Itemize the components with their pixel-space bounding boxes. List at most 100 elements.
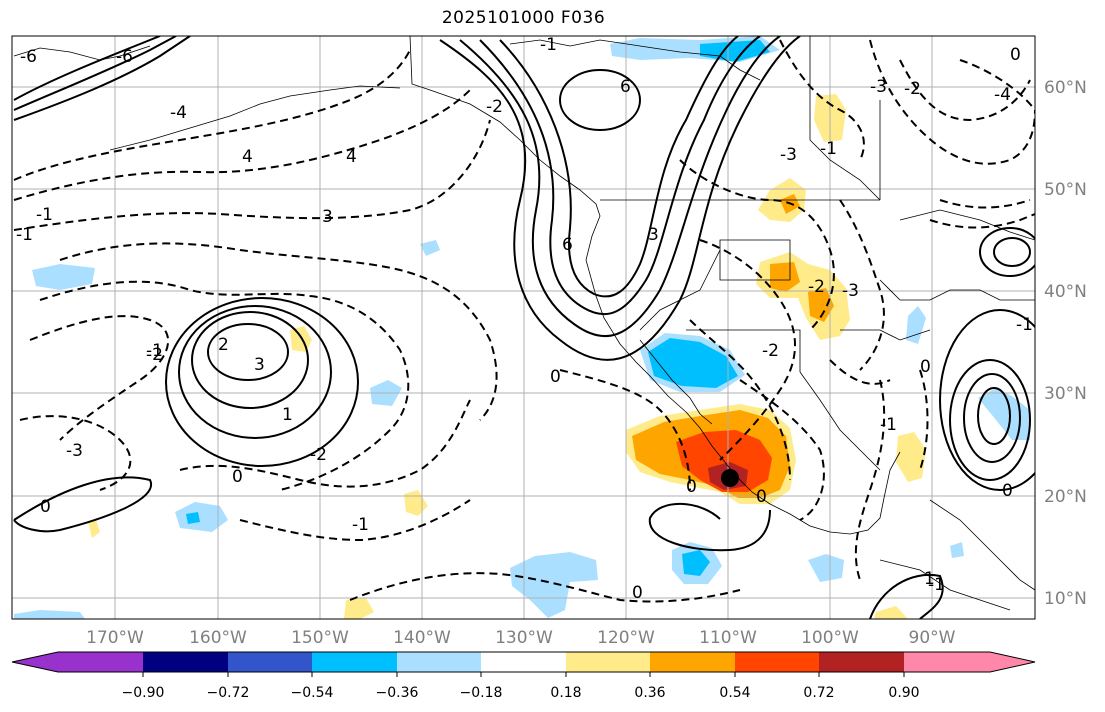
- colorbar-segment: [481, 652, 566, 672]
- contour-label: -1: [880, 415, 897, 435]
- shading-layer: [14, 36, 1030, 619]
- contour-label: -1: [352, 515, 369, 535]
- contour-label: -6: [20, 47, 37, 67]
- contour-label: -3: [780, 145, 797, 165]
- contour-label: -1: [16, 225, 33, 245]
- chart-title: 2025101000 F036: [441, 8, 606, 28]
- contour-label: 3: [322, 207, 333, 227]
- lat-label: 50°N: [1044, 180, 1087, 200]
- contour-label: 4: [242, 147, 253, 167]
- lon-label: 140°W: [393, 628, 451, 648]
- contour-label: -2: [310, 445, 327, 465]
- contour-labels: 6 4 4 3 2 3 1 0 0 -1 -2 -1 0 6 3 -3 -2 -…: [16, 35, 1033, 603]
- contour-label: 0: [756, 487, 767, 507]
- contour-label: 4: [346, 147, 357, 167]
- colorbar-tick-label: 0.36: [634, 685, 665, 701]
- contour-label: -3: [842, 281, 859, 301]
- contour-label: -1: [928, 575, 945, 595]
- contour-label: 0: [1010, 45, 1021, 65]
- shade-orange: [808, 288, 834, 322]
- lon-label: 90°W: [909, 628, 956, 648]
- shade-blue: [700, 40, 770, 62]
- lon-label: 150°W: [291, 628, 349, 648]
- contour-label: -2: [904, 79, 921, 99]
- lon-label: 100°W: [801, 628, 859, 648]
- map-frame: [11, 35, 1036, 620]
- colorbar-segment-low: [12, 652, 143, 672]
- contour-label: -2: [486, 97, 503, 117]
- contour-label: 0: [232, 467, 243, 487]
- contour-label: -1: [540, 35, 557, 55]
- latitude-labels: 60°N 50°N 40°N 30°N 20°N 10°N: [1044, 78, 1087, 609]
- colorbar-tick-label: 0.72: [803, 685, 834, 701]
- colorbar-segment: [228, 652, 312, 672]
- contour-label: -3: [66, 441, 83, 461]
- contour-label: 0: [1002, 481, 1013, 501]
- colorbar-segment-high: [904, 652, 1035, 672]
- contour-label: 0: [920, 357, 931, 377]
- contour-label: -4: [170, 103, 187, 123]
- lat-label: 10°N: [1044, 589, 1087, 609]
- shade-yellow: [874, 606, 908, 619]
- contour-label: -2: [808, 277, 825, 297]
- lat-label: 30°N: [1044, 384, 1087, 404]
- lat-label: 40°N: [1044, 282, 1087, 302]
- colorbar-segment: [312, 652, 397, 672]
- shade-blue-light: [510, 552, 598, 618]
- lon-label: 130°W: [495, 628, 553, 648]
- shade-blue-light: [420, 240, 440, 256]
- contour-label: -1: [36, 205, 53, 225]
- shade-blue-light: [808, 554, 844, 582]
- lat-label: 20°N: [1044, 487, 1087, 507]
- graticule: [12, 36, 1035, 619]
- shade-blue-light: [906, 306, 926, 344]
- colorbar-tick-label: 0.90: [888, 685, 919, 701]
- colorbar-segment: [397, 652, 481, 672]
- lon-label: 120°W: [597, 628, 655, 648]
- positive-contours: [13, 36, 1035, 619]
- lat-label: 60°N: [1044, 78, 1087, 98]
- shade-blue: [186, 512, 200, 524]
- colorbar-tick-label: 0.18: [550, 685, 581, 701]
- contour-label: 6: [562, 235, 573, 255]
- shade-yellow: [88, 520, 100, 538]
- contour-label: 1: [924, 569, 935, 589]
- contour-label: 6: [620, 77, 631, 97]
- contour-label: -3: [870, 77, 887, 97]
- contour-label: -2: [146, 345, 163, 365]
- contour-label: 2: [218, 335, 229, 355]
- contour-label: -1: [1016, 315, 1033, 335]
- contour-label: 0: [40, 497, 51, 517]
- colorbar: −0.90 −0.72 −0.54 −0.36 −0.18 0.18 0.36 …: [11, 651, 1036, 701]
- contour-label: 0: [550, 367, 561, 387]
- contour-label: -2: [762, 341, 779, 361]
- shade-blue-light: [14, 610, 85, 619]
- map-content: 6 4 4 3 2 3 1 0 0 -1 -2 -1 0 6 3 -3 -2 -…: [12, 35, 1035, 619]
- colorbar-segment: [735, 652, 819, 672]
- shade-blue: [648, 338, 738, 388]
- shade-blue: [682, 550, 710, 576]
- colorbar-tick-label: 0.54: [719, 685, 750, 701]
- contour-label: -1: [820, 139, 837, 159]
- colorbar-tick-label: −0.72: [207, 685, 250, 701]
- colorbar-segment: [819, 652, 904, 672]
- contour-label: 0: [686, 477, 697, 497]
- contour-label: -6: [116, 47, 133, 67]
- lon-label: 110°W: [699, 628, 757, 648]
- colorbar-segment: [650, 652, 735, 672]
- shade-blue-light: [950, 542, 964, 558]
- shade-blue-light: [32, 264, 95, 290]
- colorbar-segment: [143, 652, 228, 672]
- longitude-labels: 170°W 160°W 150°W 140°W 130°W 120°W 110°…: [86, 628, 956, 648]
- shade-blue-light: [175, 502, 228, 532]
- contour-label: 0: [632, 583, 643, 603]
- contour-label: 1: [282, 405, 293, 425]
- shade-orange: [770, 262, 800, 292]
- forecast-point-marker: [721, 469, 739, 487]
- colorbar-tick-label: −0.54: [291, 685, 334, 701]
- negative-contours: [13, 39, 1035, 603]
- colorbar-tick-label: −0.36: [376, 685, 419, 701]
- shade-yellow: [344, 598, 374, 619]
- contour-label: 3: [648, 225, 659, 245]
